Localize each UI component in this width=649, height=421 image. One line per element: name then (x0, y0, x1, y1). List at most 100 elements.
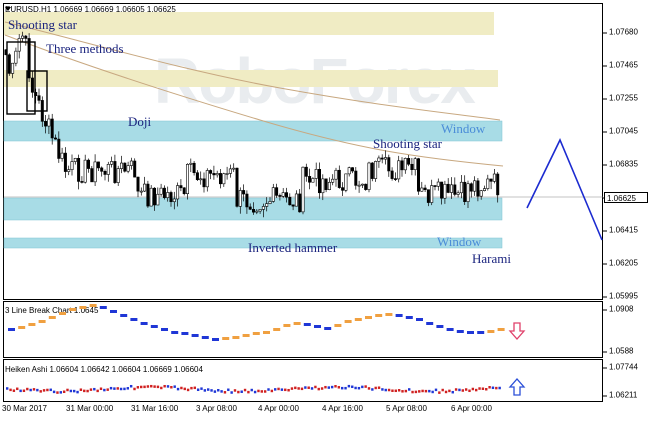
line-break-block (436, 325, 444, 328)
candle-body (53, 137, 57, 140)
line-break-block (354, 318, 362, 321)
heiken-ashi-bar (119, 387, 123, 391)
candle-body (80, 181, 84, 183)
candle-body (106, 164, 110, 175)
line-break-block (385, 313, 393, 316)
line-break-block (201, 336, 209, 339)
heiken-ashi-bar (26, 387, 29, 391)
heiken-ashi-bar (233, 389, 237, 392)
main-price-tick: 1.06205 (603, 258, 638, 268)
heiken-ashi-bar (186, 388, 190, 392)
heiken-ashi-bar (210, 389, 213, 392)
candle-body (123, 162, 127, 172)
heiken-ashi-bar (428, 389, 431, 393)
heiken-ashi-bar (324, 385, 327, 389)
candle-body (93, 161, 97, 183)
time-axis-label: 31 Mar 00:00 (66, 404, 114, 413)
candle-body (268, 201, 272, 204)
line-break-block (222, 337, 230, 340)
time-axis-label: 6 Apr 00:00 (451, 404, 492, 413)
line-break-block (130, 318, 138, 321)
annotation-window-1: Window (441, 121, 486, 136)
main-price-tick: 1.06415 (603, 225, 638, 235)
line-break-price-tick: 1.0588 (602, 346, 634, 356)
candle-body (90, 168, 94, 183)
main-price-axis: 1.07680 1.07465 1.07255 1.07045 1.06835 1.066… (603, 3, 649, 301)
heiken-ashi-bar (354, 386, 357, 390)
heiken-ashi-bar (247, 390, 250, 394)
candle-body (238, 190, 242, 207)
candle-body (314, 169, 318, 179)
line-break-block (99, 306, 107, 309)
line-break-block (252, 332, 260, 335)
heiken-ashi-bar (106, 388, 109, 391)
heiken-ashi-bar (153, 385, 156, 388)
candle-body (337, 169, 341, 188)
candle-body (321, 178, 325, 194)
heiken-ashi-bar (89, 388, 93, 391)
main-price-tick: 1.07045 (603, 126, 638, 136)
candle-body (407, 158, 411, 165)
candle-body (252, 209, 256, 213)
heiken-ashi-bar (193, 386, 196, 390)
candle-body (496, 173, 500, 196)
candle-body (281, 192, 285, 197)
candle-body (50, 118, 54, 139)
heiken-ashi-pane[interactable] (3, 359, 603, 402)
heiken-ashi-bar (334, 385, 337, 388)
candle-body (433, 185, 437, 187)
candle-body (37, 95, 41, 101)
line-break-block (467, 331, 474, 334)
main-price-tick: 1.07680 (603, 27, 638, 37)
heiken-ashi-bar (6, 387, 9, 390)
time-axis-label: 5 Apr 08:00 (386, 404, 427, 413)
line-break-block (59, 312, 66, 315)
heiken-ashi-bar (150, 384, 153, 388)
heiken-ashi-bar (140, 385, 143, 389)
heiken-ashi-bar (16, 387, 19, 391)
candle-body (248, 206, 252, 210)
candle-body (156, 193, 160, 206)
heiken-ashi-bar (129, 384, 133, 388)
heiken-ashi-bar (160, 386, 163, 390)
candle-body (420, 187, 424, 192)
annotation-harami: Harami (472, 251, 511, 266)
line-break-block (487, 330, 495, 333)
candle-body (100, 167, 104, 172)
line-break-block (242, 334, 250, 337)
heiken-ashi-bar (441, 388, 444, 392)
candle-body (60, 152, 64, 159)
heiken-ashi-bar (277, 387, 280, 391)
pattern-box (6, 41, 36, 115)
candle-body (126, 165, 130, 172)
candle-body (136, 176, 140, 192)
candle-body (271, 187, 275, 202)
candle-body (199, 178, 203, 181)
heiken-ashi-bar (69, 389, 73, 393)
heiken-ashi-price-tick: 1.06211 (602, 390, 638, 400)
candle-body (301, 166, 305, 213)
line-break-header: 3 Line Break Chart 1.0645 (5, 306, 99, 315)
heiken-ashi-bar (404, 389, 408, 393)
candle-body (397, 160, 401, 180)
main-price-pane[interactable]: RoboForex (3, 3, 603, 300)
heiken-ashi-bar (66, 388, 69, 392)
heiken-ashi-bar (250, 388, 253, 392)
line-break-block (303, 323, 311, 326)
candle-body (482, 188, 486, 191)
heiken-ashi-bar (290, 387, 294, 390)
candle-body (324, 178, 328, 190)
candle-body (393, 178, 397, 180)
candle-body (403, 158, 407, 171)
candle-body (172, 198, 176, 203)
heiken-ashi-bar (294, 386, 297, 390)
candle-body (265, 203, 269, 207)
heiken-ashi-bar (280, 388, 284, 391)
heiken-ashi-bar (19, 389, 22, 393)
candle-body (492, 173, 496, 182)
heiken-ashi-bar (170, 385, 173, 389)
candle-body (192, 162, 196, 174)
heiken-ashi-bar (49, 388, 52, 392)
heiken-ashi-bar (200, 387, 203, 390)
